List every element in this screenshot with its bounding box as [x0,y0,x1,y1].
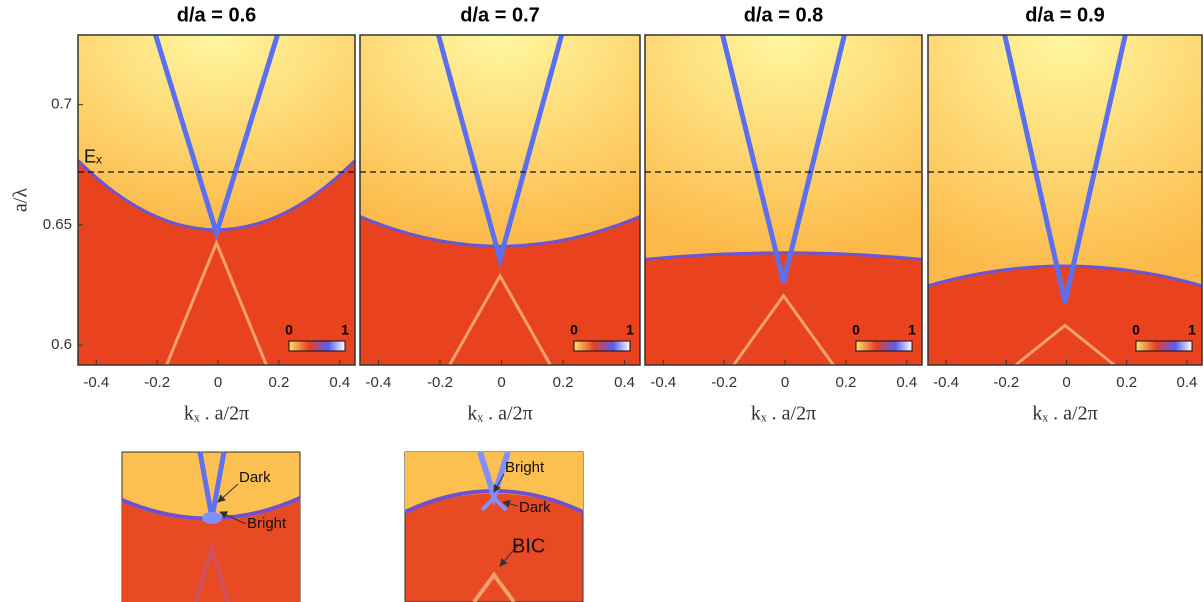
colorbar [855,340,913,352]
x-tick-label: -0.2 [144,374,170,391]
panel: d/a = 0.8 -0.4 -0.2 0 0.2 0.4 kₓ . a/2π 0 1 [644,4,923,425]
x-tick-label: 0 [497,374,505,391]
y-tick-label: 0.65 [43,216,72,233]
x-tick-label: -0.4 [933,374,959,391]
x-tick-label: 0.2 [553,374,574,391]
x-tick-label: -0.4 [650,374,676,391]
y-tick-label: 0.6 [51,336,72,353]
upper-region [645,35,922,260]
y-tick-label: 0.7 [51,96,72,113]
band [448,272,552,366]
chart-title: d/a = 0.9 [1025,4,1105,26]
frame [927,34,1203,366]
x-tick-label: -0.4 [83,374,109,391]
frame [359,34,641,366]
y-axis-label: a/λ [10,188,32,212]
x-tick-label: 0 [1062,374,1070,391]
x-axis-label: kₓ . a/2π [467,403,532,425]
band [359,215,641,248]
inset-label: Bright [247,515,287,532]
x-tick-label: -0.2 [427,374,453,391]
band [732,293,835,366]
x-axis-label: kₓ . a/2π [751,403,816,425]
inset-label: Bright [505,459,545,476]
colorbar-label: 0 [570,322,578,338]
upper-region [360,35,640,247]
x-tick-label: 0.4 [896,374,917,391]
x-tick-label: 0 [214,374,222,391]
band [153,34,280,242]
x-tick-label: 0.2 [835,374,856,391]
inset: Dark Bright [121,451,301,602]
upper-region [928,35,1202,286]
band [165,238,268,366]
band [1002,34,1128,303]
x-tick-label: -0.2 [993,374,1019,391]
inset-label: Dark [239,469,271,486]
x-tick-label: 0 [781,374,789,391]
colorbar-label: 1 [1188,322,1196,338]
upper-region [78,35,355,230]
panel: d/a = 0.9 -0.4 -0.2 0 0.2 0.4 kₓ . a/2π 0 1 [927,4,1203,425]
colorbar-label: 1 [341,322,349,338]
band [927,264,1203,288]
panel: Eₓ d/a = 0.6 -0.4 -0.2 0 0.2 0.4 0.6 0.65 0.7 kₓ .… [10,4,357,425]
chart-title: d/a = 0.6 [177,4,257,26]
x-tick-label: -0.2 [711,374,737,391]
x-tick-label: 0.4 [1177,374,1198,391]
band [720,34,847,284]
inset-label: BIC [512,535,545,557]
colorbar-label: 0 [1132,322,1140,338]
frame [77,34,356,366]
colorbar-label: 0 [852,322,860,338]
x-tick-label: 0.4 [329,374,350,391]
colorbar-label: 1 [626,322,634,338]
panel: d/a = 0.7 -0.4 -0.2 0 0.2 0.4 kₓ . a/2π 0 1 [359,4,641,425]
x-tick-label: 0.2 [268,374,289,391]
x-axis-label: kₓ . a/2π [184,403,249,425]
inset-label: Dark [519,499,551,516]
x-tick-label: -0.4 [366,374,392,391]
chart-title: d/a = 0.8 [744,4,824,26]
x-axis-label: kₓ . a/2π [1032,403,1097,425]
colorbar-label: 0 [285,322,293,338]
frame [644,34,923,366]
x-tick-label: 0.2 [1116,374,1137,391]
colorbar [288,340,346,352]
colorbar [573,340,631,352]
x-tick-label: 0.4 [614,374,635,391]
colorbar [1135,340,1193,352]
colorbar-label: 1 [908,322,916,338]
inset: Bright Dark BIC [404,451,584,602]
chart-title: d/a = 0.7 [460,4,540,26]
band [435,34,565,269]
annotation: Eₓ [84,147,102,167]
band [644,251,923,261]
band [1014,323,1116,367]
